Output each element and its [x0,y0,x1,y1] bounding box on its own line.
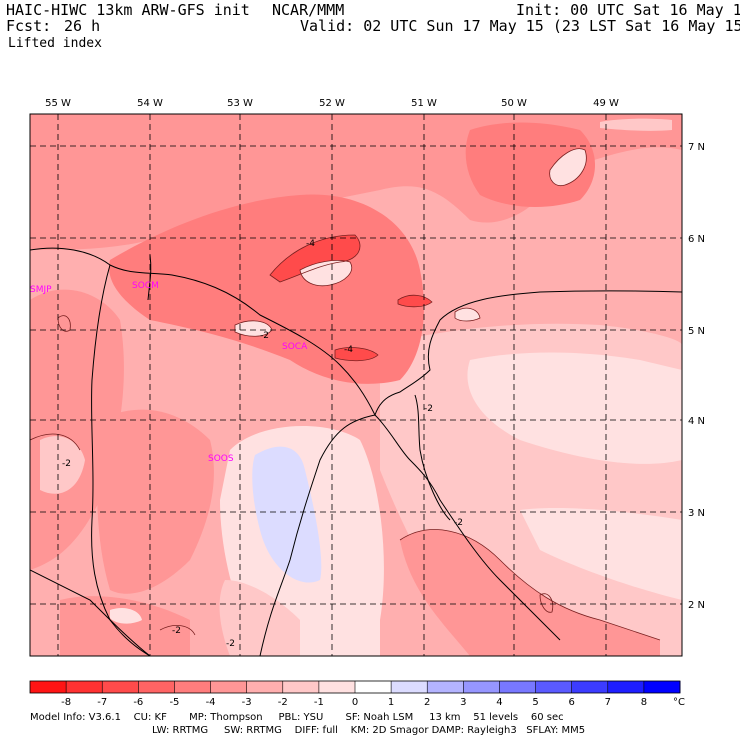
colorbar-swatch [102,681,139,693]
valid-time: Valid: 02 UTC Sun 17 May 15 (23 LST Sat … [300,17,740,35]
lat-label: 7 N [688,142,705,153]
lat-label: 2 N [688,600,705,611]
colorbar-tick-label: -6 [133,697,143,708]
lon-label: 52 W [319,98,345,109]
colorbar-swatch [318,681,356,693]
colorbar-swatch [535,681,573,693]
colorbar: -8 -7 -6 -5 -4 -3 -2 -1 0 1 2 3 4 5 6 7 8 [29,680,681,708]
colorbar-tick-label: 2 [424,697,430,708]
colorbar-tick-label: -1 [314,697,324,708]
latlon-grid [30,114,682,656]
colorbar-tick-label: -5 [169,697,179,708]
colorbar-swatch [643,681,681,693]
lon-label: 51 W [411,98,437,109]
contour-label: -2 [454,518,463,528]
colorbar-swatch [571,681,609,693]
colorbar-swatch [607,681,645,693]
colorbar-swatch [66,681,103,693]
map-frame [29,113,683,657]
contour-label: -2 [424,404,433,414]
colorbar-swatch [210,681,248,693]
colorbar-tick-label: -7 [97,697,107,708]
colorbar-swatch [282,681,320,693]
colorbar-tick-label: -4 [206,697,216,708]
init-time: Init: 00 UTC Sat 16 May 15 [516,1,740,19]
colorbar-tick-label: 8 [641,697,647,708]
lon-label: 50 W [501,98,527,109]
station-label: SOOS [208,454,234,464]
contour-lines [30,148,661,641]
colorbar-swatch [355,681,392,693]
station-label: SOCA [282,342,308,352]
lon-label: 54 W [137,98,163,109]
colorbar-swatch [391,681,428,693]
colorbar-unit: °C [673,697,685,708]
station-label: SMJP [30,285,52,295]
colorbar-swatch [174,681,212,693]
lat-label: 6 N [688,234,705,245]
lat-label: 4 N [688,416,705,427]
colorbar-tick-label: 5 [532,697,538,708]
colorbar-tick-label: 3 [460,697,466,708]
field-title: Lifted index [8,36,102,51]
contour-label: -2 [172,626,181,636]
colorbar-tick-label: 0 [352,697,358,708]
lat-label: 5 N [688,326,705,337]
contour-label: -4 [306,239,315,249]
colorbar-swatch [138,681,175,693]
colorbar-tick-label: -2 [278,697,288,708]
colorbar-swatch [499,681,537,693]
colorbar-tick-label: -3 [242,697,252,708]
lifted-index-field [30,114,682,656]
model-title: HAIC-HIWC 13km ARW-GFS init [6,1,250,19]
colorbar-tick-label: 1 [388,697,394,708]
footer-model-info: Model Info: V3.6.1 CU: KF MP: Thompson P… [30,712,564,723]
coastline-borders [30,247,682,656]
colorbar-swatch [463,681,500,693]
footer-physics: LW: RRTMG SW: RRTMG DIFF: full KM: 2D Sm… [152,725,586,736]
colorbar-tick-label: -8 [61,697,71,708]
station-label: SOCM [132,281,159,291]
colorbar-swatch [427,681,464,693]
fcst-value: 26 h [64,17,101,35]
lon-label: 53 W [227,98,253,109]
fcst-label: Fcst: [6,17,52,35]
lat-label: 3 N [688,508,705,519]
org-label: NCAR/MMM [272,1,345,19]
colorbar-tick-label: 6 [568,697,574,708]
colorbar-swatch [246,681,284,693]
colorbar-tick-label: 7 [605,697,611,708]
lon-label: 55 W [45,98,71,109]
contour-label: -2 [62,459,71,469]
lon-label: 49 W [593,98,619,109]
contour-label: -2 [226,639,235,649]
colorbar-swatch [30,681,67,693]
contour-label: -2 [260,331,269,341]
colorbar-tick-label: 4 [496,697,502,708]
contour-label: -4 [344,345,353,355]
